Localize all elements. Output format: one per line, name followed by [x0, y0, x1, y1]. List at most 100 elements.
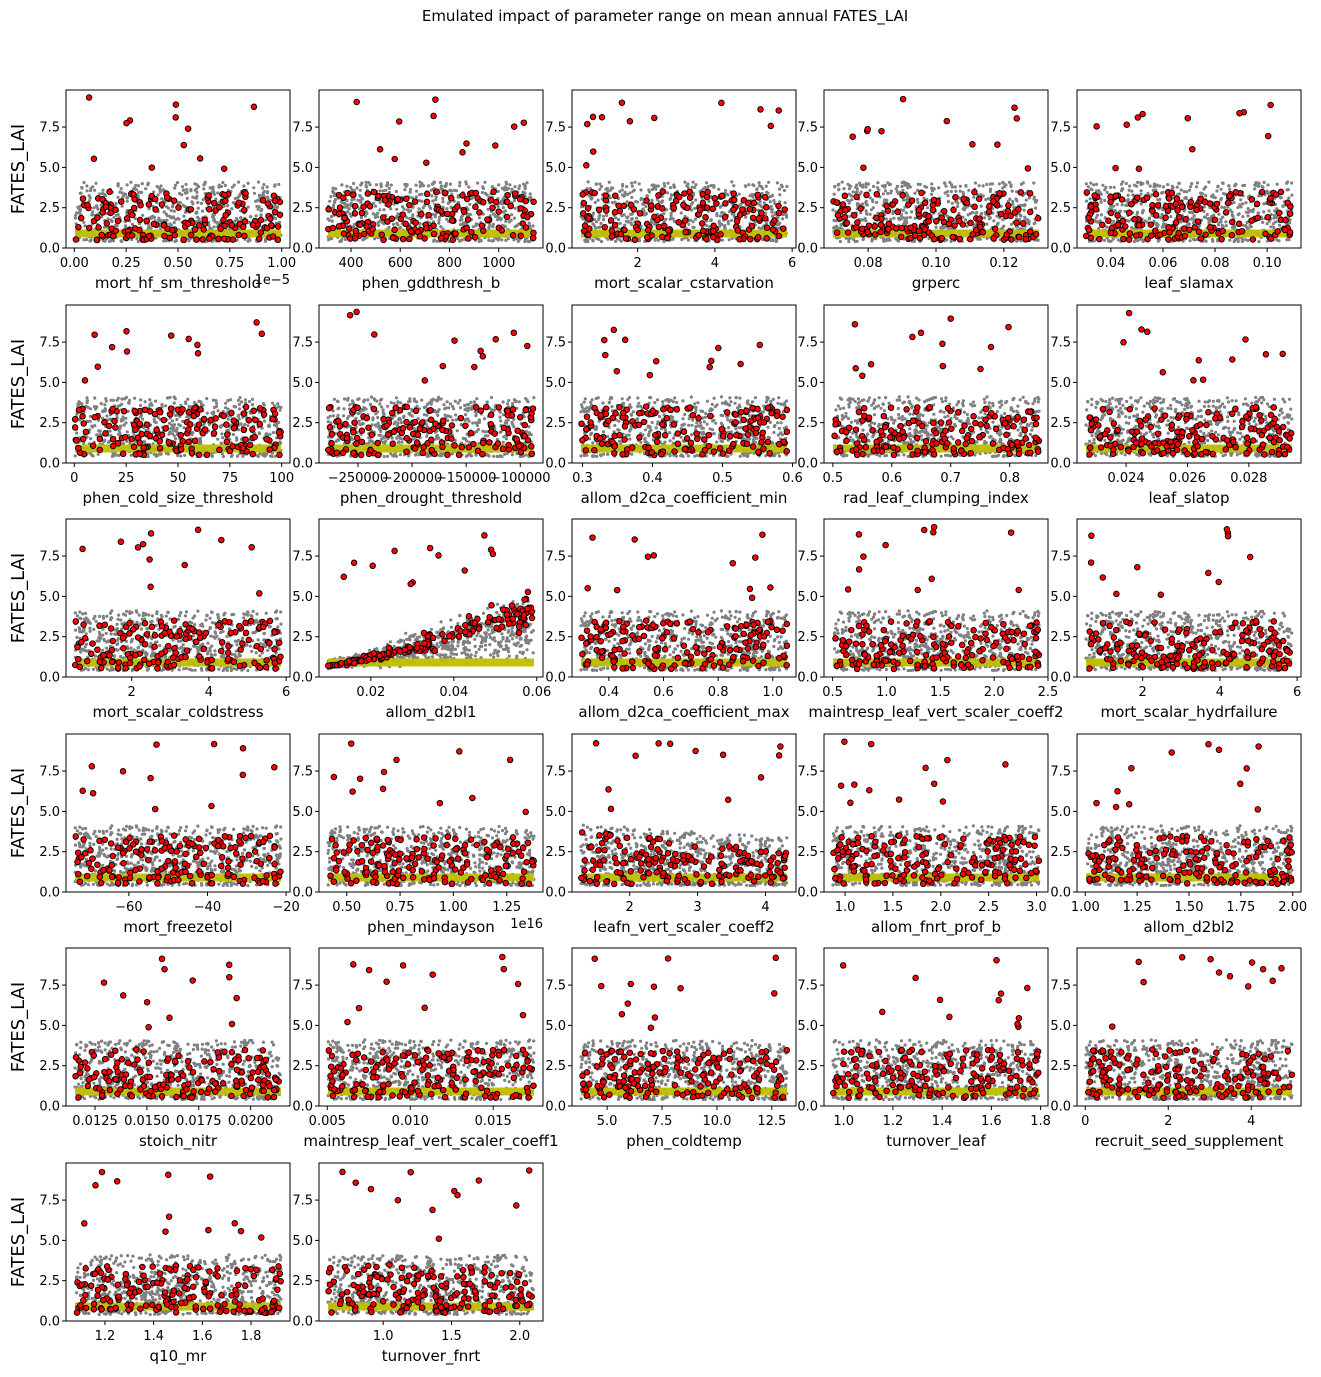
emulated-point [125, 430, 129, 434]
observed-point [1264, 132, 1272, 140]
emulated-point [458, 180, 462, 185]
emulated-point [242, 184, 246, 188]
observed-point [775, 232, 783, 240]
observed-point [1126, 230, 1134, 237]
observed-point [90, 155, 98, 163]
observed-point [335, 210, 343, 218]
observed-point [1091, 192, 1098, 199]
observed-point [607, 217, 615, 224]
emulated-point [1266, 183, 1270, 187]
emulated-point [133, 186, 137, 190]
emulated-point [902, 220, 907, 224]
emulated-point [1156, 198, 1160, 202]
emulated-point [1018, 217, 1022, 222]
emulated-point [832, 192, 836, 196]
emulated-point [441, 196, 445, 201]
emulated-point [772, 198, 776, 203]
emulated-point [760, 191, 764, 196]
observed-point [1176, 213, 1183, 221]
emulated-point [379, 182, 383, 186]
emulated-point [656, 184, 661, 188]
emulated-point [518, 184, 522, 188]
observed-point [269, 233, 277, 240]
observed-point [389, 234, 397, 242]
observed-point [123, 215, 131, 222]
emulated-point [1105, 225, 1109, 229]
emulated-point [1287, 238, 1291, 242]
emulated-point [331, 186, 335, 190]
emulated-point [597, 237, 601, 242]
observed-point [1131, 216, 1138, 223]
emulated-point [946, 200, 950, 204]
emulated-point [373, 237, 377, 241]
emulated-point [405, 216, 409, 220]
emulated-point [641, 208, 645, 212]
observed-point [1277, 188, 1285, 196]
emulated-point [605, 186, 610, 191]
observed-point [1267, 101, 1274, 109]
observed-point [956, 217, 963, 225]
observed-point [529, 234, 537, 242]
observed-point [523, 213, 531, 221]
emulated-point [855, 201, 860, 206]
observed-point [854, 219, 861, 226]
x-tick-label: 0.10 [1253, 256, 1282, 271]
observed-point [1112, 192, 1120, 199]
emulated-point [79, 191, 83, 195]
emulated-point [757, 226, 761, 230]
observed-point [463, 140, 470, 147]
emulated-point [974, 211, 978, 215]
observed-point [406, 235, 413, 243]
emulated-point [1171, 185, 1175, 190]
emulated-point [513, 206, 517, 210]
emulated-point [594, 182, 598, 186]
emulated-point [195, 183, 199, 187]
emulated-point [173, 239, 177, 244]
emulated-point [1139, 189, 1143, 193]
observed-point [1114, 221, 1122, 229]
emulated-point [477, 237, 481, 241]
emulated-point [454, 189, 459, 193]
emulated-point [395, 221, 399, 225]
emulated-point [85, 238, 89, 242]
emulated-point [783, 201, 787, 205]
emulated-point [1084, 182, 1088, 186]
observed-point [916, 235, 924, 242]
emulated-point [183, 453, 187, 457]
emulated-point [752, 183, 756, 188]
observed-point [509, 232, 517, 239]
emulated-point [1241, 202, 1245, 206]
emulated-point [724, 188, 728, 193]
observed-point [675, 219, 682, 226]
observed-point [608, 227, 616, 235]
emulated-point [265, 191, 269, 195]
observed-point [681, 190, 688, 197]
y-tick-label: 5.0 [545, 161, 566, 176]
observed-point [991, 225, 999, 233]
emulated-point [1272, 213, 1277, 217]
emulated-point [726, 222, 731, 226]
emulated-point [517, 186, 521, 191]
emulated-point [158, 218, 162, 222]
emulated-point [199, 400, 203, 404]
emulated-point [178, 191, 182, 196]
plot-area [71, 319, 284, 459]
emulated-point [106, 217, 110, 221]
emulated-point [458, 218, 462, 222]
observed-point [589, 148, 597, 155]
observed-point [117, 198, 125, 205]
emulated-point [1205, 212, 1209, 217]
emulated-point [1230, 210, 1234, 214]
observed-point [780, 225, 787, 232]
emulated-point [1215, 189, 1219, 193]
observed-point [123, 119, 130, 127]
emulated-point [493, 213, 497, 217]
emulated-point [462, 223, 466, 227]
observed-point [1156, 231, 1164, 238]
emulated-point [1113, 208, 1117, 212]
emulated-point [775, 181, 780, 185]
emulated-point [884, 217, 888, 221]
emulated-point [495, 218, 500, 222]
emulated-point [476, 181, 480, 185]
emulated-point [981, 184, 985, 188]
